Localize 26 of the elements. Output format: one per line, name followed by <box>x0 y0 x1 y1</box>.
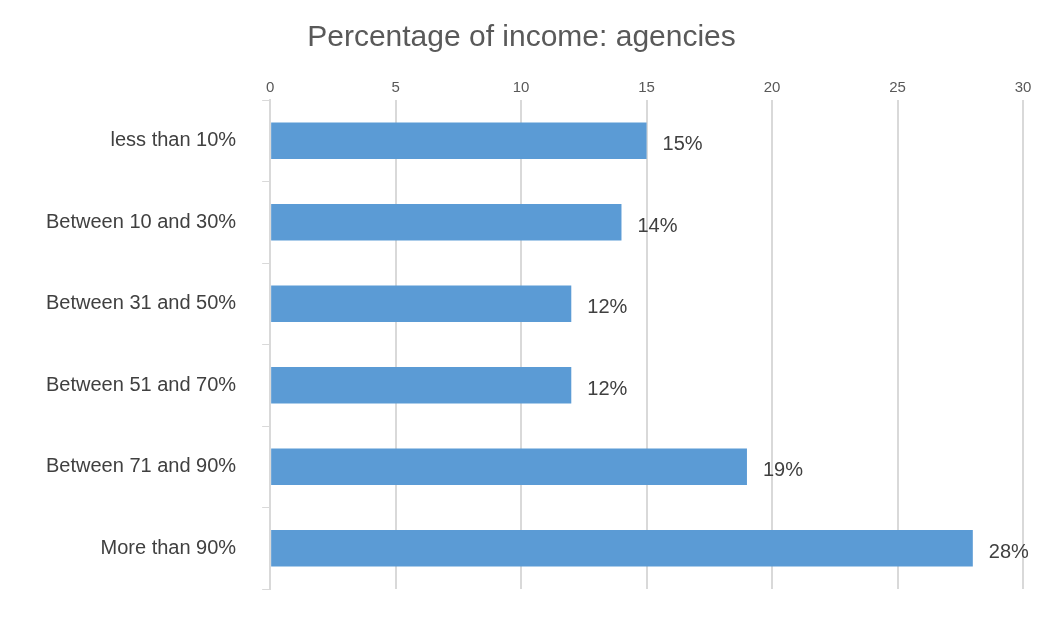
bar <box>271 203 622 241</box>
data-label: 15% <box>662 132 703 155</box>
data-label: 12% <box>587 295 628 318</box>
bar <box>271 366 572 404</box>
x-tick-label: 30 <box>1014 78 1032 96</box>
x-tick-label: 15 <box>638 78 655 96</box>
y-tick-label: Between 71 and 90% <box>45 454 237 477</box>
x-tick-label: 25 <box>889 78 906 96</box>
y-tick-label: Between 10 and 30% <box>45 209 237 232</box>
x-tick-label: 0 <box>265 78 275 96</box>
data-label: 12% <box>587 376 628 399</box>
x-tick-label: 10 <box>512 78 530 96</box>
bar <box>271 529 973 567</box>
y-tick-label: Between 31 and 50% <box>45 291 237 314</box>
data-label: 19% <box>762 458 804 481</box>
y-tick-label: Between 51 and 70% <box>45 372 237 395</box>
bar <box>271 448 747 486</box>
chart-title: Percentage of income: agencies <box>307 19 736 53</box>
y-tick-label: More than 90% <box>100 535 237 558</box>
data-label: 28% <box>988 539 1030 562</box>
x-tick-label: 5 <box>391 78 400 96</box>
data-label: 14% <box>637 213 678 236</box>
y-tick-label: less than 10% <box>110 128 237 151</box>
bar <box>271 285 572 323</box>
bar <box>271 122 647 160</box>
x-tick-label: 20 <box>763 78 781 96</box>
